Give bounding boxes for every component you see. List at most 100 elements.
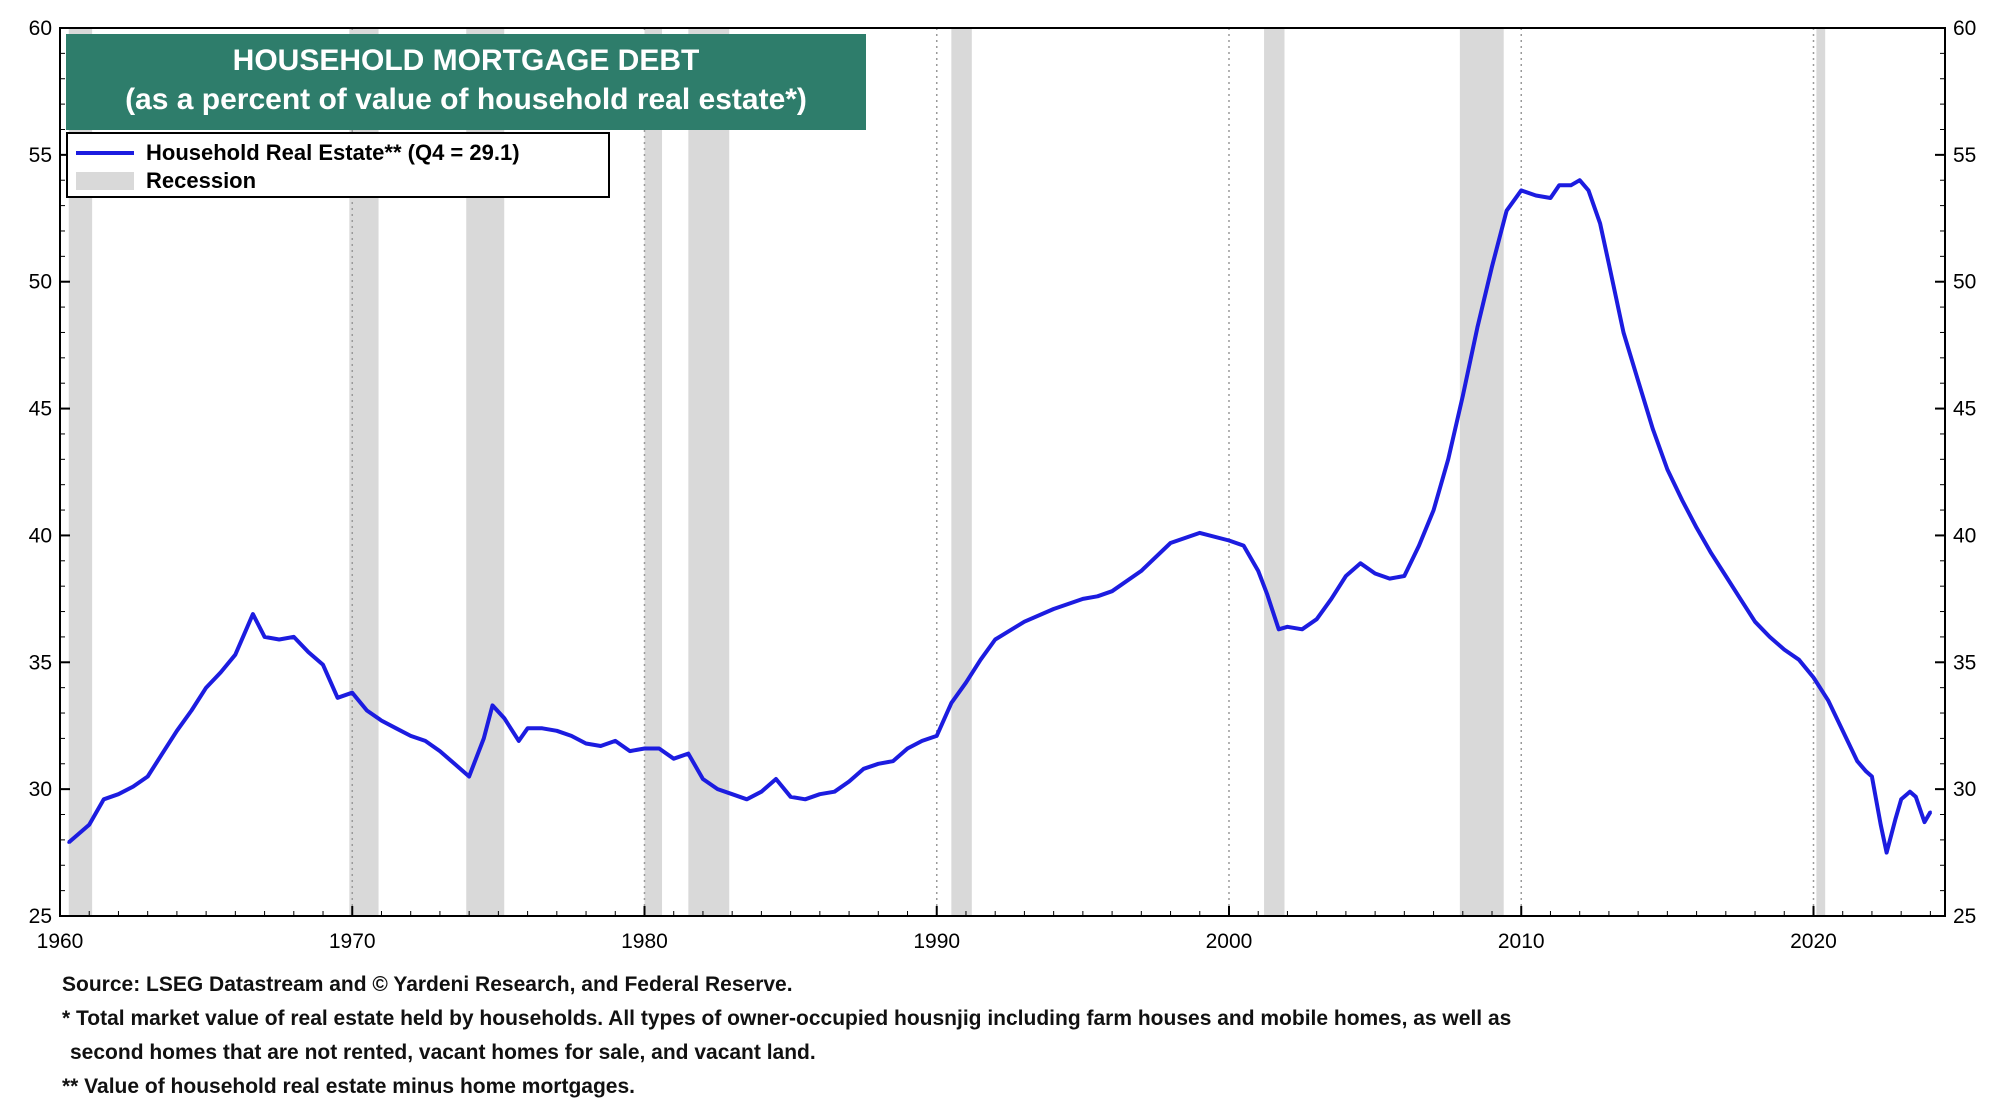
y-tick-label-right-45: 45 — [1953, 398, 1976, 421]
data-point — [1569, 183, 1573, 187]
data-point — [160, 752, 164, 756]
data-point — [979, 658, 983, 662]
data-point — [847, 780, 851, 784]
data-point — [517, 739, 521, 743]
data-point — [292, 635, 296, 639]
data-point — [409, 734, 413, 738]
data-point — [1695, 526, 1699, 530]
y-tick-label-right-25: 25 — [1953, 905, 1976, 928]
data-point — [935, 734, 939, 738]
y-tick-label-left-35: 35 — [29, 651, 52, 674]
data-point — [1797, 658, 1801, 662]
y-tick-label-left-45: 45 — [29, 398, 52, 421]
data-point — [1227, 539, 1231, 543]
x-tick-label-1990: 1990 — [913, 930, 960, 953]
data-point — [1855, 759, 1859, 763]
data-point — [993, 637, 997, 641]
data-point — [204, 686, 208, 690]
data-point — [394, 726, 398, 730]
data-point — [599, 744, 603, 748]
data-point — [1899, 797, 1903, 801]
data-point — [730, 792, 734, 796]
data-point — [657, 747, 661, 751]
data-point — [789, 795, 793, 799]
data-point — [190, 708, 194, 712]
legend-recession-label: Recession — [146, 168, 257, 193]
data-point — [613, 739, 617, 743]
y-tick-label-left-40: 40 — [29, 524, 52, 547]
data-point — [964, 681, 968, 685]
data-point — [1417, 544, 1421, 548]
data-point — [1052, 607, 1056, 611]
data-point — [1300, 627, 1304, 631]
data-point — [1870, 774, 1874, 778]
y-tick-label-left-60: 60 — [29, 17, 52, 40]
data-point — [1879, 823, 1883, 827]
footnotes: Source: LSEG Datastream and © Yardeni Re… — [62, 968, 1962, 1104]
data-point — [1256, 569, 1260, 573]
data-point — [482, 736, 486, 740]
x-tick-label-1970: 1970 — [329, 930, 376, 953]
data-point — [1373, 571, 1377, 575]
data-point — [233, 653, 237, 657]
data-point — [759, 790, 763, 794]
data-point — [569, 734, 573, 738]
data-point — [876, 762, 880, 766]
recession-band-7 — [1459, 28, 1504, 916]
data-point — [1811, 676, 1815, 680]
x-tick-label-2020: 2020 — [1790, 930, 1837, 953]
legend-series-swatch — [76, 151, 134, 155]
data-point — [1709, 551, 1713, 555]
data-point — [1490, 264, 1494, 268]
data-point — [502, 716, 506, 720]
data-point — [628, 749, 632, 753]
y-tick-label-right-30: 30 — [1953, 778, 1976, 801]
data-point — [1753, 620, 1757, 624]
data-point — [1432, 508, 1436, 512]
data-point — [1169, 541, 1173, 545]
data-point — [1622, 330, 1626, 334]
data-point — [1636, 379, 1640, 383]
legend-item-series: Household Real Estate** (Q4 = 29.1) — [76, 140, 520, 166]
data-point — [1534, 193, 1538, 197]
data-point — [1724, 574, 1728, 578]
recession-band-5 — [951, 28, 972, 916]
data-point — [1110, 589, 1114, 593]
y-tick-label-right-40: 40 — [1953, 524, 1976, 547]
x-tick-label-1980: 1980 — [621, 930, 668, 953]
data-point — [1548, 196, 1552, 200]
x-tick-label-1960: 1960 — [37, 930, 84, 953]
data-point — [87, 823, 91, 827]
data-point — [102, 797, 106, 801]
data-point — [701, 777, 705, 781]
data-point — [67, 840, 71, 844]
data-point — [526, 726, 530, 730]
data-point — [1841, 729, 1845, 733]
data-point — [251, 612, 255, 616]
data-point — [1461, 394, 1465, 398]
data-point — [336, 696, 340, 700]
y-tick-label-left-30: 30 — [29, 778, 52, 801]
data-point — [1198, 531, 1202, 535]
data-point — [1265, 592, 1269, 596]
data-point — [1446, 457, 1450, 461]
recession-band-6 — [1264, 28, 1285, 916]
data-point — [672, 757, 676, 761]
data-point — [438, 749, 442, 753]
chart-title: HOUSEHOLD MORTGAGE DEBT — [232, 44, 700, 77]
data-point — [540, 726, 544, 730]
data-point — [131, 785, 135, 789]
data-point — [1885, 851, 1889, 855]
data-point — [175, 729, 179, 733]
data-point — [1864, 769, 1868, 773]
data-point — [818, 792, 822, 796]
data-point — [1908, 790, 1912, 794]
data-point — [263, 635, 267, 639]
data-point — [584, 741, 588, 745]
data-point — [1388, 577, 1392, 581]
data-point — [242, 632, 246, 636]
data-point — [1680, 498, 1684, 502]
y-tick-label-right-55: 55 — [1953, 144, 1976, 167]
data-point — [1893, 818, 1897, 822]
legend: Household Real Estate** (Q4 = 29.1) Rece… — [66, 132, 610, 198]
